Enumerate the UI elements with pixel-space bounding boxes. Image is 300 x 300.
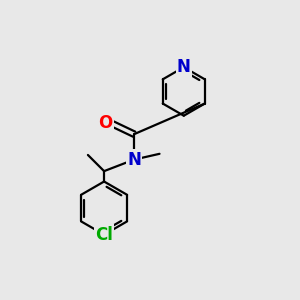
Text: N: N: [177, 58, 191, 76]
Text: Cl: Cl: [95, 226, 113, 244]
Text: N: N: [127, 151, 141, 169]
Text: O: O: [98, 114, 112, 132]
